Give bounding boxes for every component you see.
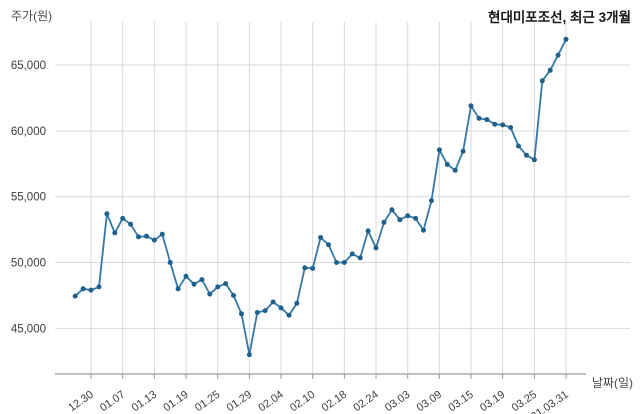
data-point [207,291,213,297]
data-point [429,198,434,204]
data-point [397,217,403,223]
y-axis-title: 주가(원) [11,9,53,23]
data-point [539,78,545,84]
data-point [373,245,379,251]
data-point [460,148,466,154]
x-tick-label: 02.04 [256,389,285,414]
data-point [199,277,205,283]
data-point [500,122,506,128]
data-point [452,167,458,173]
data-point [120,215,126,221]
data-point [357,255,363,261]
y-tick-label: 55,000 [11,192,46,204]
data-point [421,227,426,233]
data-point [254,310,260,315]
data-point [326,242,331,248]
data-point [381,219,387,225]
data-point [476,115,482,121]
x-tick-label: 01.13 [130,389,159,414]
chart-title: 현대미포조선, 최근 3개월 [488,10,631,25]
data-point [104,211,110,217]
data-point [262,308,268,314]
x-tick-label: 02.24 [351,389,380,414]
data-point [318,235,324,240]
data-point [151,237,157,243]
data-point [231,292,236,298]
data-point [278,305,284,311]
x-tick-label: 01.29 [225,389,254,414]
data-point [547,67,553,73]
data-point [310,265,316,271]
data-point [136,234,141,240]
data-point [175,286,181,292]
data-point [436,147,442,153]
data-point [389,207,395,213]
y-tick-label: 65,000 [11,60,46,72]
data-point [191,281,197,287]
data-point [223,281,229,287]
data-point [88,287,94,293]
data-point [492,121,498,127]
data-point [183,273,189,279]
x-tick-label: 03.09 [415,389,444,414]
data-point [524,152,529,158]
x-tick-label: 02.10 [288,389,317,414]
data-point [365,228,371,234]
x-axis-title: 날짜(일) [591,376,633,390]
data-point [167,260,173,265]
data-point [563,36,569,42]
x-tick-label: 03.15 [446,389,475,414]
data-point [555,52,561,58]
data-point [508,125,514,130]
data-point [302,265,308,271]
x-tick-label: 01.19 [161,389,190,414]
data-point [246,352,252,358]
data-point [405,213,411,219]
data-point [159,231,165,237]
x-tick-label: 12.30 [66,389,95,414]
y-tick-label: 60,000 [11,126,46,138]
x-tick-label: 21.03.31 [529,389,571,414]
y-tick-label: 45,000 [11,323,46,335]
y-tick-label: 50,000 [11,257,46,269]
data-point [484,117,490,123]
data-point [96,284,102,290]
x-tick-label: 03.03 [383,389,412,414]
data-point [444,161,450,167]
data-point [468,103,474,109]
data-point [334,260,339,265]
data-point [215,284,221,290]
data-point [128,221,134,227]
data-point [286,312,292,318]
x-tick-label: 01.07 [98,389,127,414]
x-tick-label: 01.25 [193,389,222,414]
x-tick-label: 03.19 [478,389,507,414]
data-point [516,143,521,149]
data-point [239,311,244,317]
data-point [80,286,86,292]
data-point [349,251,355,257]
data-point [144,233,149,239]
data-point [270,299,276,305]
data-point [341,260,347,265]
data-point [413,215,419,221]
data-point [294,300,300,306]
data-point [531,157,537,163]
data-point [72,293,78,299]
x-tick-label: 02.18 [320,389,349,414]
data-point [112,230,118,236]
